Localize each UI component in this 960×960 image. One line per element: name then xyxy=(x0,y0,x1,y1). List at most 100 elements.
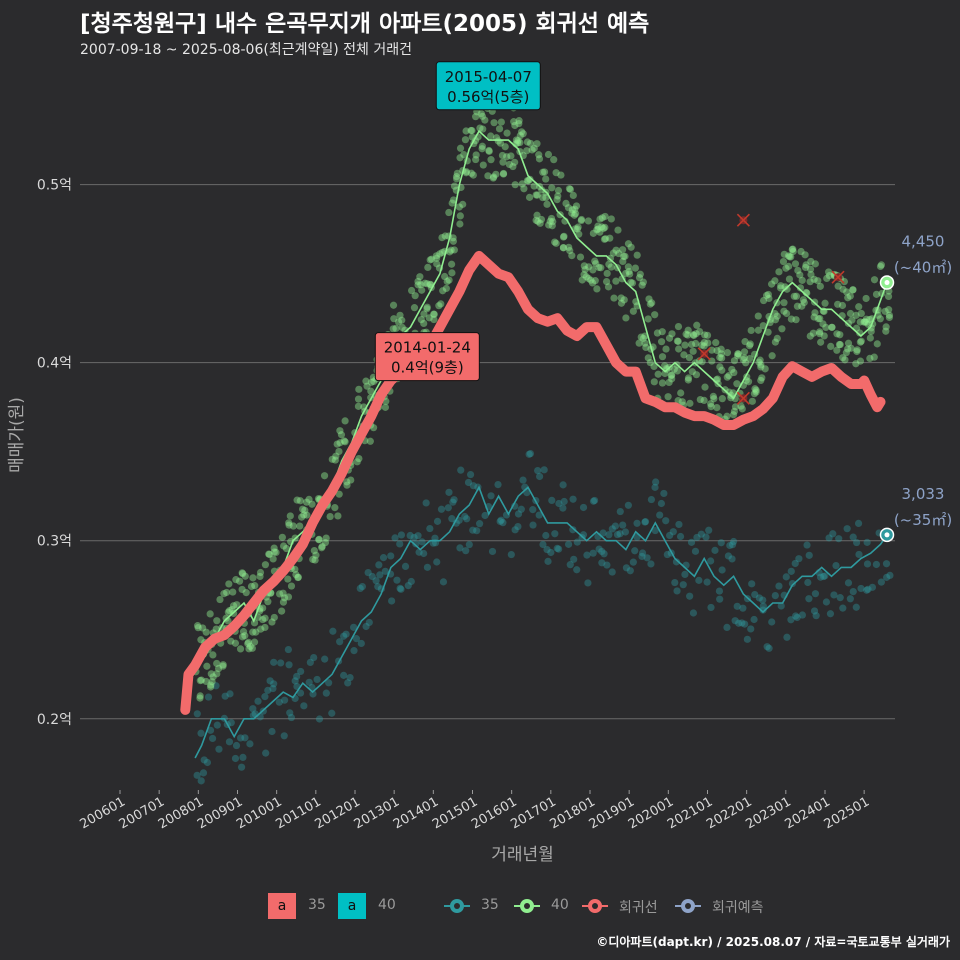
scatter-point-40 xyxy=(261,561,270,569)
scatter-point-40 xyxy=(836,341,844,349)
scatter-point-40 xyxy=(665,378,673,387)
scatter-point-40 xyxy=(864,320,872,329)
scatter-point-35 xyxy=(270,680,278,688)
scatter-point-40 xyxy=(646,358,654,367)
scatter-point-35 xyxy=(397,531,406,539)
scatter-point-40 xyxy=(674,337,682,345)
scatter-point-40 xyxy=(523,147,531,155)
scatter-point-40 xyxy=(588,279,597,287)
scatter-point-35 xyxy=(396,540,404,548)
scatter-point-40 xyxy=(367,378,375,386)
scatter-point-40 xyxy=(507,152,515,160)
scatter-point-35 xyxy=(199,769,208,777)
scatter-point-40 xyxy=(499,158,507,166)
scatter-point-40 xyxy=(707,400,715,408)
scatter-point-40 xyxy=(511,121,519,130)
scatter-point-40 xyxy=(452,173,461,181)
scatter-point-40 xyxy=(716,363,724,371)
scatter-point-40 xyxy=(737,402,745,410)
scatter-point-35 xyxy=(534,467,542,475)
scatter-point-40 xyxy=(296,497,304,505)
scatter-point-40 xyxy=(866,315,874,324)
scatter-point-40 xyxy=(367,387,375,395)
annotation-date: 2014-01-24 xyxy=(384,339,471,357)
scatter-point-40 xyxy=(202,628,210,636)
scatter-point-35 xyxy=(647,560,655,568)
scatter-point-40 xyxy=(256,572,264,581)
scatter-point-40 xyxy=(261,614,269,622)
scatter-point-40 xyxy=(355,385,363,393)
scatter-point-40 xyxy=(597,264,605,272)
scatter-point-40 xyxy=(662,345,670,353)
scatter-point-40 xyxy=(823,274,831,283)
y-tick-label: 0.3억 xyxy=(37,534,72,550)
scatter-point-35 xyxy=(414,532,422,540)
scatter-point-40 xyxy=(239,628,248,636)
legend-box-35: a xyxy=(268,893,296,919)
scatter-point-40 xyxy=(607,215,615,223)
scatter-point-40 xyxy=(867,324,875,332)
scatter-point-40 xyxy=(547,214,556,223)
legend: a 35 a 40 35 40 회귀선 회귀예측 xyxy=(0,890,960,922)
scatter-point-35 xyxy=(225,738,234,746)
scatter-point-40 xyxy=(301,506,309,514)
scatter-point-40 xyxy=(568,206,577,214)
scatter-point-40 xyxy=(499,170,508,178)
scatter-point-35 xyxy=(835,535,843,543)
scatter-point-40 xyxy=(312,551,320,559)
scatter-point-40 xyxy=(684,374,693,382)
scatter-point-40 xyxy=(650,378,658,386)
scatter-point-35 xyxy=(844,579,853,587)
scatter-point-35 xyxy=(771,591,779,600)
scatter-point-40 xyxy=(653,329,661,337)
scatter-point-40 xyxy=(741,338,749,346)
scatter-point-35 xyxy=(420,549,428,558)
scatter-point-40 xyxy=(432,252,441,260)
scatter-point-40 xyxy=(207,681,215,689)
scatter-point-40 xyxy=(476,124,484,132)
scatter-point-40 xyxy=(320,472,329,480)
scatter-point-40 xyxy=(445,276,453,284)
scatter-point-40 xyxy=(354,402,363,410)
scatter-point-35 xyxy=(671,578,679,587)
scatter-point-35 xyxy=(707,557,715,565)
scatter-point-40 xyxy=(728,365,736,374)
scatter-point-40 xyxy=(650,362,658,371)
scatter-point-40 xyxy=(270,544,278,552)
scatter-point-40 xyxy=(609,249,618,257)
scatter-point-40 xyxy=(478,145,486,153)
scatter-point-35 xyxy=(669,528,677,536)
scatter-point-35 xyxy=(716,595,724,603)
scatter-point-40 xyxy=(285,521,293,529)
scatter-point-40 xyxy=(835,340,844,349)
scatter-point-40 xyxy=(601,212,609,221)
scatter-point-40 xyxy=(856,318,864,326)
cancelled-deal-mark xyxy=(736,391,750,405)
scatter-point-40 xyxy=(700,342,708,350)
scatter-point-35 xyxy=(633,519,641,527)
scatter-point-40 xyxy=(834,282,842,290)
scatter-point-40 xyxy=(758,374,766,382)
scatter-point-40 xyxy=(713,346,721,355)
scatter-point-35 xyxy=(287,713,296,722)
scatter-point-35 xyxy=(811,590,820,598)
scatter-point-40 xyxy=(309,555,317,564)
scatter-point-40 xyxy=(593,226,601,234)
scatter-point-35 xyxy=(787,567,795,575)
scatter-point-40 xyxy=(670,365,678,373)
scatter-point-40 xyxy=(748,397,756,405)
scatter-point-40 xyxy=(225,580,233,588)
scatter-point-40 xyxy=(844,345,852,353)
scatter-point-35 xyxy=(344,679,352,687)
scatter-point-40 xyxy=(417,281,425,289)
scatter-point-40 xyxy=(550,156,558,164)
scatter-point-35 xyxy=(643,554,651,562)
scatter-point-40 xyxy=(571,205,579,213)
scatter-point-35 xyxy=(525,450,533,458)
scatter-point-40 xyxy=(585,263,593,271)
scatter-point-35 xyxy=(364,568,372,577)
scatter-point-40 xyxy=(282,544,291,553)
scatter-point-35 xyxy=(715,587,724,595)
scatter-point-35 xyxy=(583,551,591,559)
scatter-point-35 xyxy=(622,564,631,572)
